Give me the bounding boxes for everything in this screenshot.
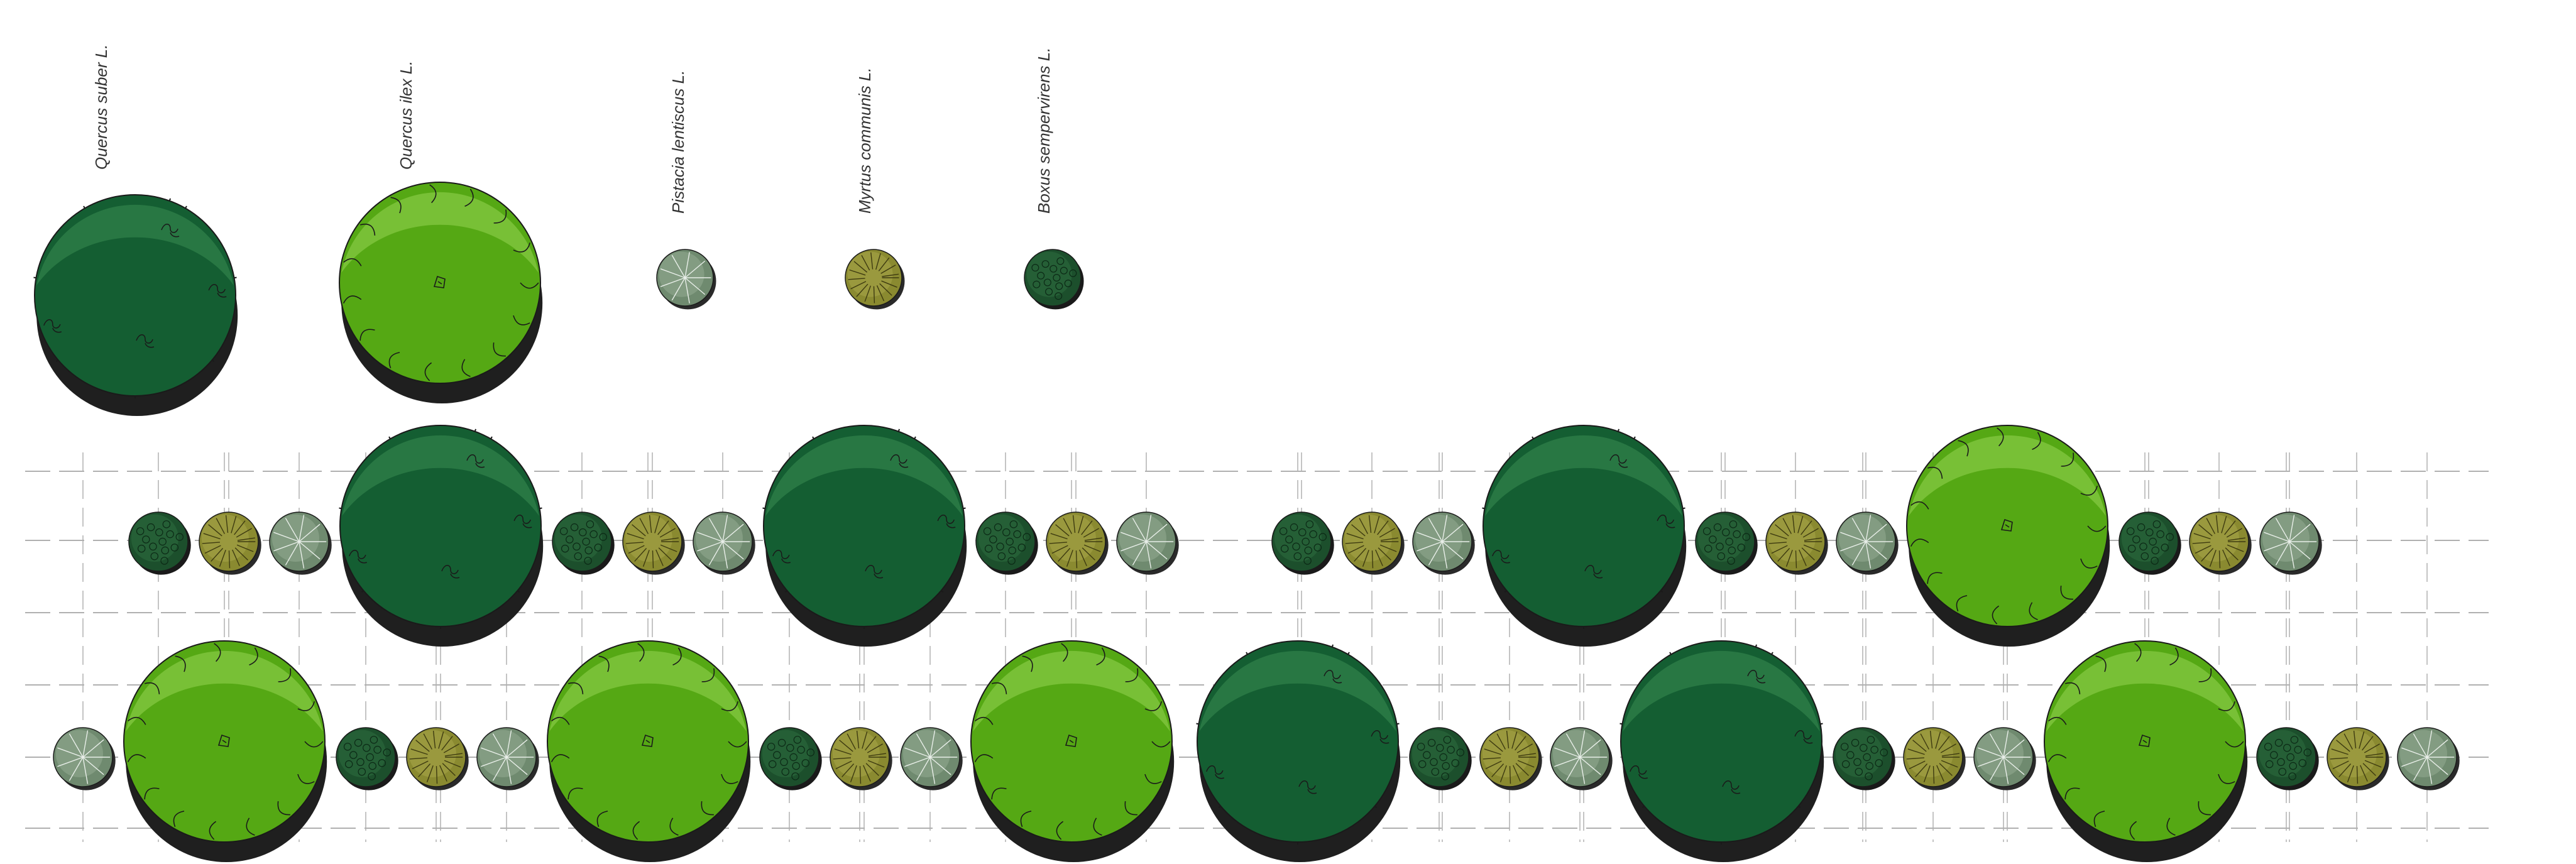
plant-pl [693,511,755,575]
plant-pl [900,727,963,790]
species-label-mc: Myrtus communis L. [855,67,874,214]
species-label-qs: Quercus suber L. [92,45,111,170]
plant-bs [552,511,615,575]
plant-bs [336,727,398,790]
plant-qi [970,640,1175,862]
plant-bs [2118,511,2181,575]
plant-qi [2044,640,2248,862]
plant-mc [1479,727,1542,790]
plant-qs [1620,640,1824,862]
plant-pl [476,727,539,790]
plant-bs [1409,727,1472,790]
plant-bs [128,511,191,575]
plant-bs [2256,727,2319,790]
species-label-bs: Boxus sempervirens L. [1034,48,1053,214]
plant-bs [1271,511,1334,575]
legend-symbol-mc [845,249,905,310]
plant-mc [1342,511,1405,575]
plant-mc [2327,727,2389,790]
species-legend: Quercus suber L. Quercus ilex L. Pistacia … [33,45,1084,416]
plant-bs [1695,511,1758,575]
plant-mc [1903,727,1966,790]
species-label-pl: Pistacia lentiscus L. [669,70,688,214]
plant-mc [2189,511,2252,575]
plant-mc [406,727,469,790]
species-label-qi: Quercus ilex L. [397,61,415,170]
plant-qi [1906,425,2110,647]
plant-qs [1196,640,1401,862]
plant-pl [269,511,332,575]
plant-pl [1550,727,1613,790]
plant-pl [53,727,116,790]
plant-pl [1116,511,1179,575]
legend-symbol-qs [33,194,238,416]
legend-symbol-qi [339,182,543,403]
plant-pl [2397,727,2460,790]
plant-mc [622,511,685,575]
plant-bs [1833,727,1895,790]
plant-qi [547,640,751,862]
plant-pl [1973,727,2036,790]
plant-mc [830,727,892,790]
legend-symbol-pl [656,249,716,310]
plant-qs [1482,425,1687,647]
plant-qs [339,425,544,647]
plant-qi [123,640,327,862]
plant-mc [199,511,261,575]
plant-bs [759,727,822,790]
plant-mc [1765,511,1828,575]
legend-symbol-bs [1024,249,1084,310]
plant-pl [2259,511,2322,575]
plant-pl [1412,511,1475,575]
plant-mc [1046,511,1109,575]
plant-qs [762,425,967,647]
plant-bs [975,511,1038,575]
plant-pl [1836,511,1899,575]
